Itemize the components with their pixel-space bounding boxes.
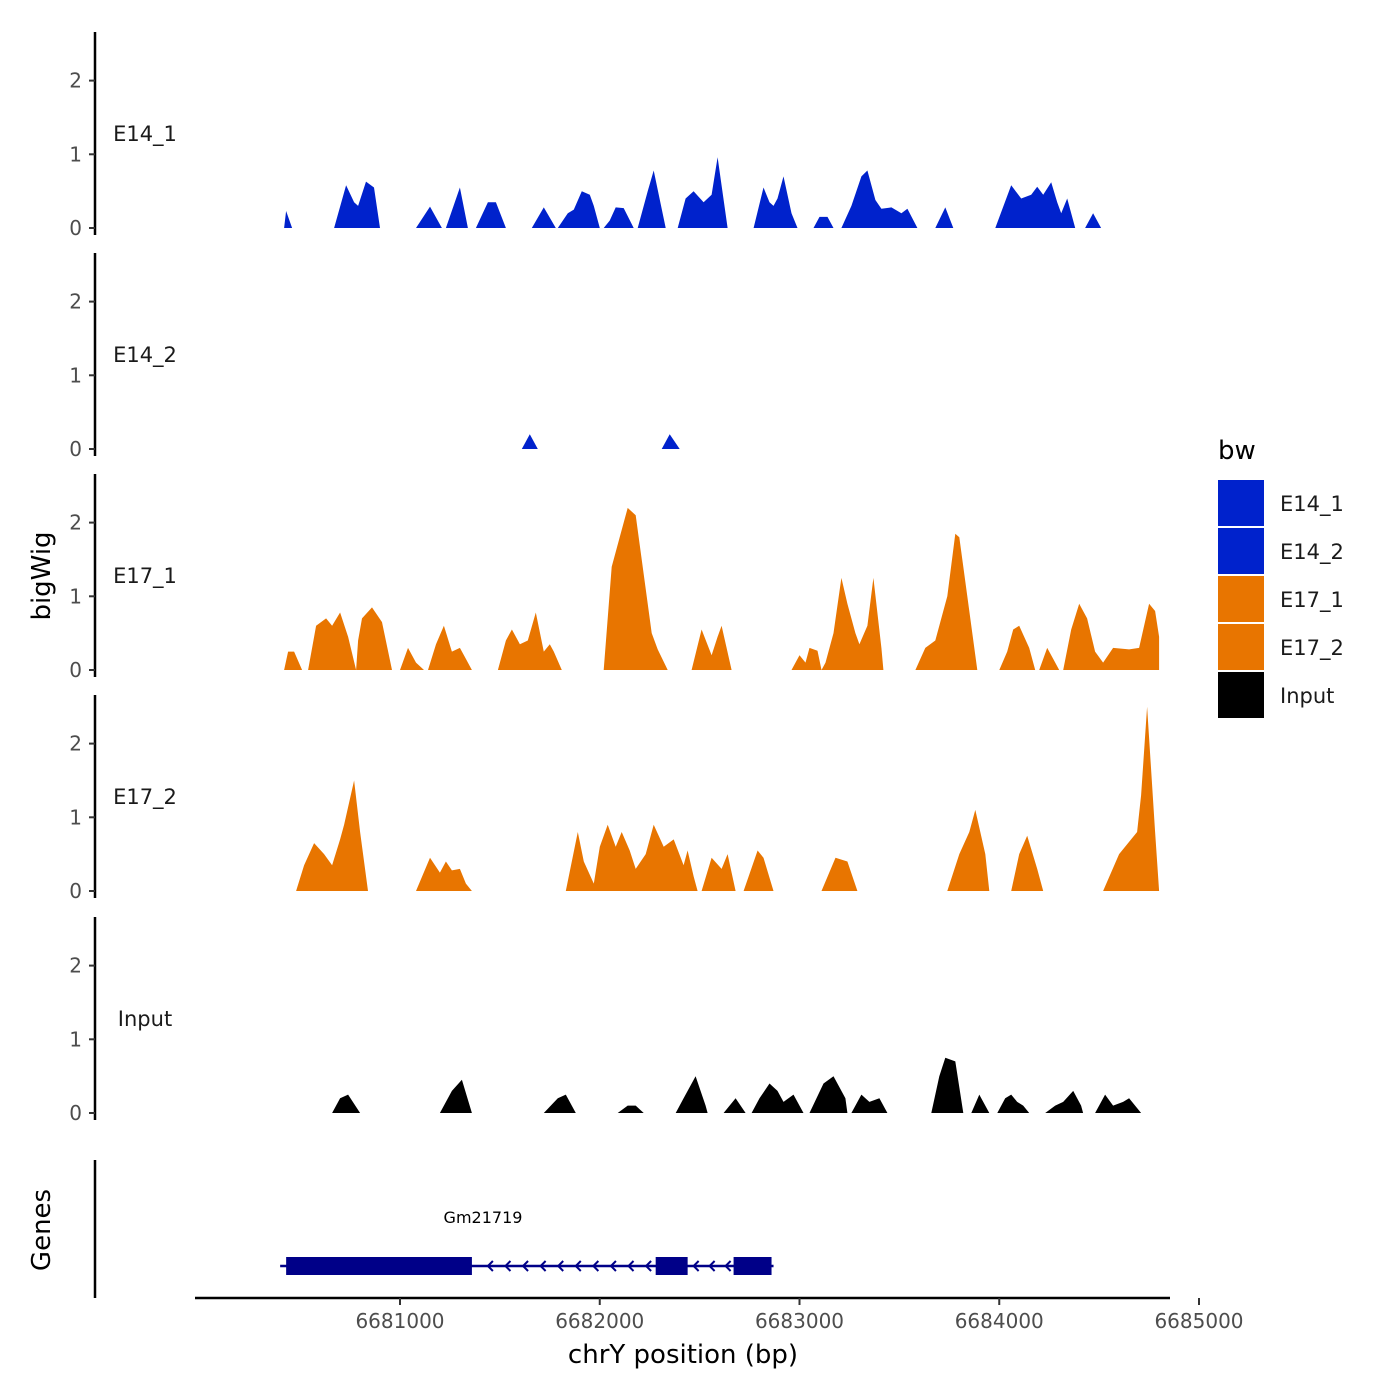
strand-arrow — [539, 1260, 547, 1272]
y-tick-label: 0 — [69, 879, 82, 903]
track-label: E14_1 — [113, 122, 177, 147]
gene-name-label: Gm21719 — [444, 1208, 523, 1227]
legend-swatch-e14-1 — [1218, 480, 1264, 526]
genes-panel: Gm21719 — [93, 1160, 774, 1298]
track-label: E17_1 — [113, 564, 177, 589]
y-tick-label: 2 — [69, 511, 82, 535]
track-e14-1: 0 1 2 E14_1 — [69, 32, 1102, 240]
legend-label-e17-1: E17_1 — [1280, 588, 1344, 613]
x-tick-label: 6681000 — [355, 1309, 444, 1333]
x-tick-label: 6685000 — [1154, 1309, 1243, 1333]
legend-swatch-e17-2 — [1218, 624, 1264, 670]
legend: bw E14_1 E14_2 E17_1 E17_2 Input — [1218, 436, 1344, 718]
legend-title: bw — [1218, 436, 1256, 466]
legend-label-e14-1: E14_1 — [1280, 492, 1344, 517]
strand-arrow — [556, 1260, 564, 1272]
track-e17-1: 0 1 2 E17_1 — [69, 474, 1160, 682]
strand-arrow — [591, 1260, 600, 1272]
x-tick-label: 6683000 — [755, 1309, 844, 1333]
y-tick-label: 2 — [69, 954, 82, 978]
strand-arrow — [627, 1260, 635, 1272]
x-axis-title: chrY position (bp) — [568, 1340, 798, 1370]
y-tick-label: 1 — [69, 142, 82, 166]
legend-label-e17-2: E17_2 — [1280, 636, 1344, 661]
y-tick-label: 0 — [69, 437, 82, 461]
legend-swatch-input — [1218, 672, 1264, 718]
legend-swatch-e14-2 — [1218, 528, 1264, 574]
y-tick-label: 0 — [69, 216, 82, 240]
y-tick-label: 0 — [69, 658, 82, 682]
track-label: Input — [118, 1007, 172, 1031]
signal-area-e17-2 — [296, 706, 1160, 891]
y-tick-label: 2 — [69, 290, 82, 314]
legend-label-input: Input — [1280, 684, 1334, 708]
strand-arrow — [521, 1260, 529, 1272]
strand-arrow — [486, 1260, 494, 1272]
signal-area-e14-1 — [284, 157, 1102, 228]
y-tick-label: 2 — [69, 732, 82, 756]
track-label: E14_2 — [113, 343, 177, 368]
genes-panel-title: Genes — [27, 1189, 57, 1271]
x-tick-label: 6682000 — [555, 1309, 644, 1333]
y-tick-label: 1 — [69, 1027, 82, 1051]
legend-swatch-e17-1 — [1218, 576, 1264, 622]
signal-area-input — [332, 1057, 1142, 1113]
strand-arrow — [609, 1260, 617, 1272]
strand-arrow — [692, 1260, 700, 1272]
gene-exon — [733, 1257, 772, 1275]
y-tick-label: 1 — [69, 805, 82, 829]
y-tick-label: 1 — [69, 584, 82, 608]
signal-area-e14-2 — [521, 434, 680, 449]
x-tick-label: 6684000 — [955, 1309, 1044, 1333]
y-tick-label: 1 — [69, 363, 82, 387]
strand-arrow — [724, 1260, 732, 1272]
y-tick-label: 0 — [69, 1101, 82, 1125]
y-tick-label: 2 — [69, 69, 82, 93]
signal-area-e17-1 — [284, 507, 1160, 670]
track-input: 0 1 2 Input — [69, 917, 1142, 1125]
strand-arrow — [644, 1260, 652, 1272]
track-label: E17_2 — [113, 785, 177, 810]
strand-arrow — [574, 1260, 582, 1272]
bigwig-tracks: 0 1 2 E14_1 0 1 2 E14_2 0 1 2 E17_1 0 1 2 E17_2 0 1 2 Input — [69, 32, 1160, 1125]
legend-label-e14-2: E14_2 — [1280, 540, 1344, 565]
gene-exon — [286, 1257, 472, 1275]
x-axis: 6681000 6682000 6683000 6684000 6685000 — [195, 1296, 1244, 1333]
strand-arrow — [504, 1260, 512, 1272]
gene-exon — [655, 1257, 688, 1275]
track-e14-2: 0 1 2 E14_2 — [69, 253, 680, 461]
strand-arrow — [708, 1260, 716, 1272]
y-axis-title: bigWig — [27, 531, 57, 620]
track-e17-2: 0 1 2 E17_2 — [69, 695, 1160, 903]
